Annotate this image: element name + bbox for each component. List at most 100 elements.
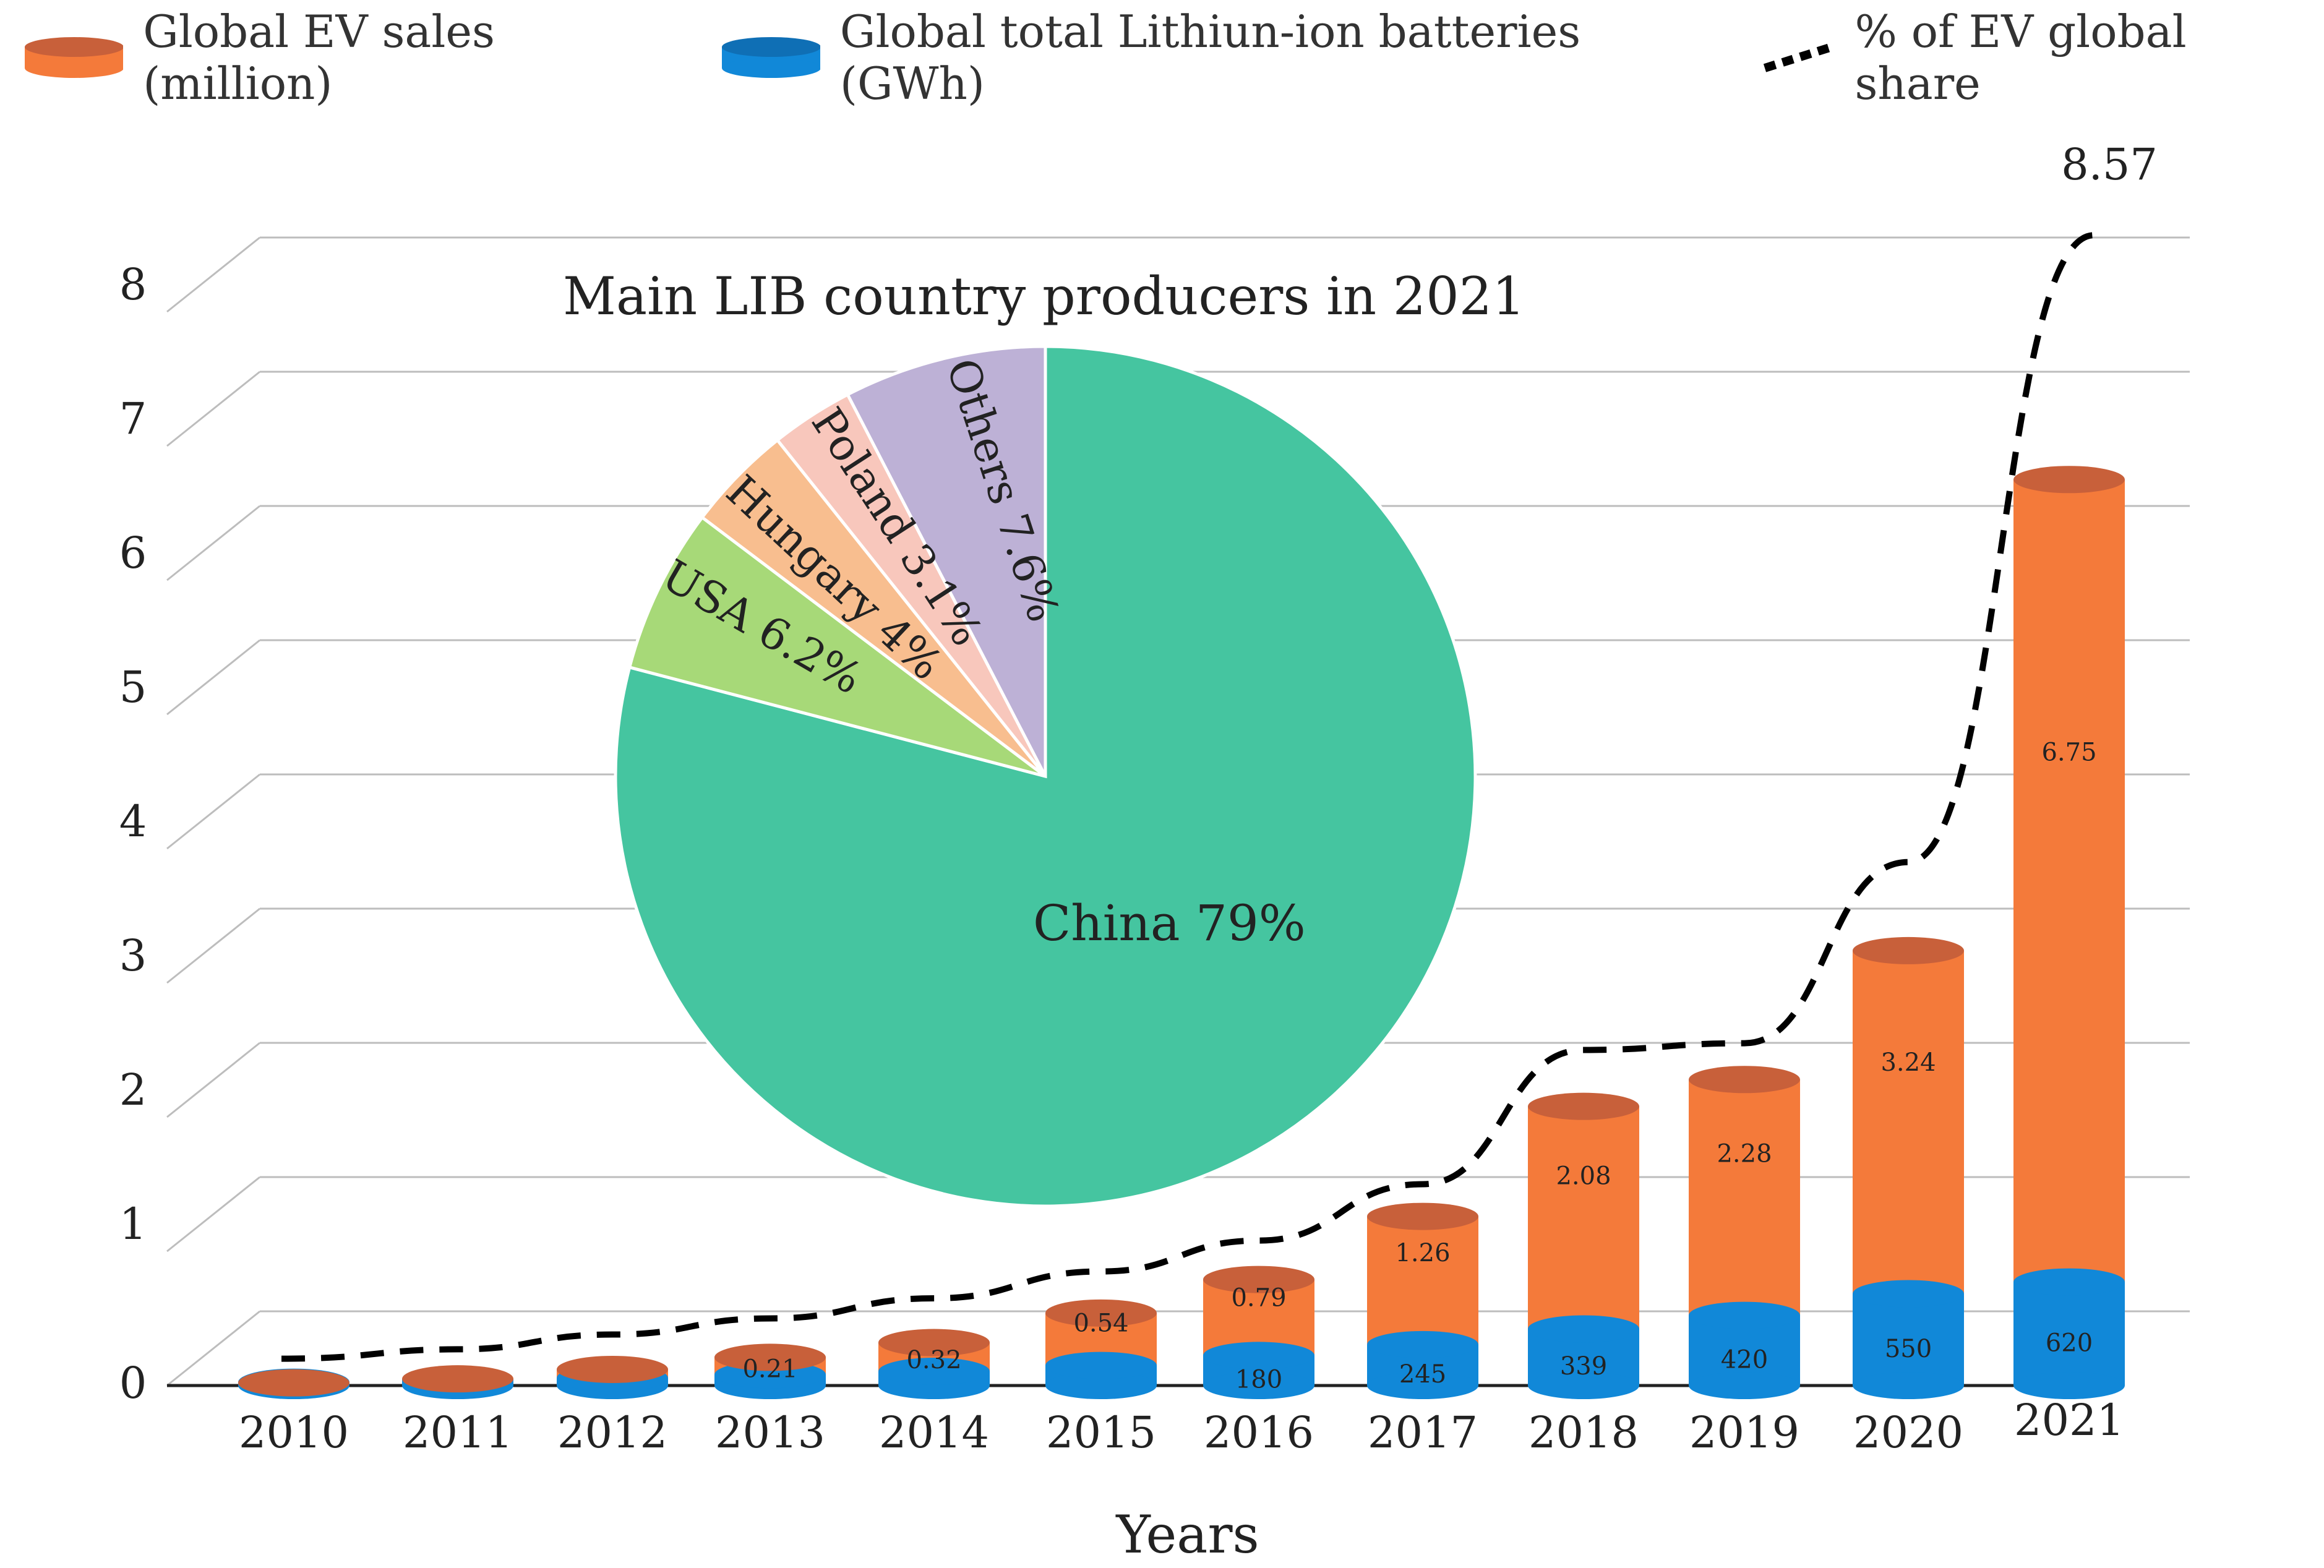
ev-bar-cap bbox=[878, 1329, 990, 1356]
x-tick-label: 2010 bbox=[239, 1407, 349, 1458]
bar-2014: 0.32 bbox=[878, 1329, 990, 1399]
lib-bar-base bbox=[1528, 1372, 1639, 1399]
lib-bar-cap bbox=[1367, 1330, 1478, 1358]
x-axis-ticks: 2010 2011 2012 2013 2014 2015 2016 2017 2018 2019… bbox=[239, 1395, 2124, 1458]
bar-group: 0.21 0.32 0.54 0.79 180 1.26 245 2.08 339 2.28 420… bbox=[238, 466, 2125, 1399]
lib-bar bbox=[1853, 1293, 1964, 1386]
bar-2020: 3.24 550 bbox=[1853, 936, 1964, 1399]
legend-swatch-share bbox=[1763, 43, 1833, 72]
x-tick-label: 2016 bbox=[1204, 1407, 1314, 1458]
ev-bar-cap bbox=[238, 1369, 349, 1397]
lib-value-label: 339 bbox=[1560, 1352, 1607, 1381]
x-tick-label: 2017 bbox=[1368, 1407, 1478, 1458]
grid-diagonal bbox=[166, 907, 260, 984]
grid-diagonal bbox=[166, 505, 260, 581]
lib-bar-base bbox=[1045, 1372, 1157, 1399]
ev-value-label: 0.32 bbox=[906, 1346, 961, 1374]
grid-diagonal bbox=[166, 1176, 260, 1253]
legend-item-lib: Global total Lithiun-ion batteries (GWh) bbox=[721, 6, 1735, 109]
y-axis-ticks: 0 1 2 3 4 5 6 7 8 bbox=[119, 259, 147, 1408]
share-end-label: 8.57 bbox=[2061, 139, 2158, 190]
x-axis-title: Years bbox=[1115, 1504, 1259, 1565]
legend-label-share: % of EV global share bbox=[1854, 6, 2187, 109]
y-tick-label: 4 bbox=[119, 796, 147, 847]
grid-diagonal bbox=[166, 639, 260, 716]
lib-bar-cap bbox=[1528, 1315, 1639, 1343]
lib-value-label: 550 bbox=[1885, 1335, 1932, 1363]
grid-diagonal bbox=[166, 1310, 260, 1387]
bar-2012 bbox=[557, 1355, 668, 1399]
ev-bar-cap bbox=[1203, 1266, 1314, 1293]
ev-bar bbox=[2013, 479, 2125, 1386]
x-tick-label: 2015 bbox=[1046, 1407, 1156, 1458]
ev-bar-cap bbox=[402, 1365, 513, 1393]
ev-bar-cap bbox=[1853, 936, 1964, 964]
legend-label-lib: Global total Lithiun-ion batteries (GWh) bbox=[839, 6, 1581, 109]
inset-pie-chart: China 79%USA 6.2%Hungary 4%Poland 3.1%Ot… bbox=[614, 345, 1477, 1208]
lib-bar-cap bbox=[1045, 1352, 1157, 1379]
y-tick-label: 0 bbox=[119, 1358, 147, 1408]
bar-2016: 0.79 180 bbox=[1203, 1266, 1314, 1399]
x-tick-label: 2012 bbox=[557, 1407, 667, 1458]
pie-slice-usa bbox=[627, 515, 1047, 778]
ev-value-label: 0.21 bbox=[742, 1355, 797, 1383]
x-tick-label: 2021 bbox=[2014, 1395, 2124, 1446]
lib-value-label: 620 bbox=[2046, 1329, 2093, 1357]
ev-value-label: 1.26 bbox=[1395, 1239, 1450, 1267]
lib-bar bbox=[2013, 1282, 2125, 1386]
x-tick-label: 2018 bbox=[1529, 1407, 1639, 1458]
y-tick-label: 1 bbox=[119, 1199, 147, 1249]
lib-bar-cap bbox=[1853, 1280, 1964, 1308]
bar-2017: 1.26 245 bbox=[1367, 1202, 1478, 1399]
ev-bar-cap bbox=[714, 1343, 826, 1371]
pie-label-china: China 79% bbox=[1033, 894, 1306, 952]
legend-swatch-ev bbox=[25, 37, 124, 78]
ev-value-label: 2.08 bbox=[1556, 1162, 1611, 1191]
ev-bar-cap bbox=[1367, 1202, 1478, 1230]
x-tick-label: 2019 bbox=[1689, 1407, 1799, 1458]
y-tick-label: 6 bbox=[119, 528, 147, 578]
lib-value-label: 180 bbox=[1235, 1366, 1282, 1394]
bar-2010 bbox=[238, 1368, 349, 1399]
lib-bar-base bbox=[2013, 1372, 2125, 1399]
y-tick-label: 3 bbox=[119, 930, 147, 981]
x-tick-label: 2020 bbox=[1853, 1407, 1963, 1458]
lib-bar-base bbox=[1689, 1372, 1800, 1399]
y-tick-label: 7 bbox=[119, 393, 147, 444]
lib-bar-base bbox=[1203, 1372, 1314, 1399]
legend-swatch-lib bbox=[721, 37, 820, 78]
lib-bar-cap bbox=[2013, 1268, 2125, 1296]
bar-2011 bbox=[402, 1365, 513, 1399]
grid-diagonal bbox=[166, 1042, 260, 1118]
ev-bar-cap bbox=[1528, 1092, 1639, 1120]
bar-2015: 0.54 bbox=[1045, 1299, 1157, 1399]
grid-diagonal bbox=[166, 236, 260, 313]
legend-item-ev-sales: Global EV sales (million) bbox=[25, 6, 696, 109]
lib-bar-base bbox=[1853, 1372, 1964, 1399]
y-tick-label: 8 bbox=[119, 259, 147, 310]
ev-bar-cap bbox=[1045, 1299, 1157, 1327]
lib-value-label: 420 bbox=[1721, 1345, 1768, 1374]
bar-2019: 2.28 420 bbox=[1689, 1066, 1800, 1399]
ev-bar-cap bbox=[557, 1355, 668, 1383]
lib-value-label: 245 bbox=[1399, 1360, 1446, 1389]
pie-title: Main LIB country producers in 2021 bbox=[563, 266, 1525, 327]
lib-bar-cap bbox=[1689, 1301, 1800, 1329]
lib-bar-base bbox=[1367, 1372, 1478, 1399]
y-tick-label: 5 bbox=[119, 662, 147, 713]
ev-value-label: 2.28 bbox=[1717, 1140, 1772, 1168]
x-tick-label: 2014 bbox=[879, 1407, 989, 1458]
x-tick-label: 2011 bbox=[403, 1407, 513, 1458]
lib-bar-cap bbox=[1203, 1342, 1314, 1369]
legend-item-share: % of EV global share bbox=[1761, 6, 2324, 109]
bar-2018: 2.08 339 bbox=[1528, 1092, 1639, 1399]
grid-diagonal bbox=[166, 773, 260, 850]
bar-2021: 6.75 620 bbox=[2013, 466, 2125, 1399]
ev-value-label: 0.54 bbox=[1073, 1309, 1128, 1337]
ev-value-label: 3.24 bbox=[1880, 1048, 1936, 1077]
y-tick-label: 2 bbox=[119, 1065, 147, 1115]
ev-value-label: 6.75 bbox=[2041, 738, 2096, 766]
legend-label-ev: Global EV sales (million) bbox=[143, 6, 495, 109]
legend: Global EV sales (million) Global total L… bbox=[25, 6, 2324, 109]
